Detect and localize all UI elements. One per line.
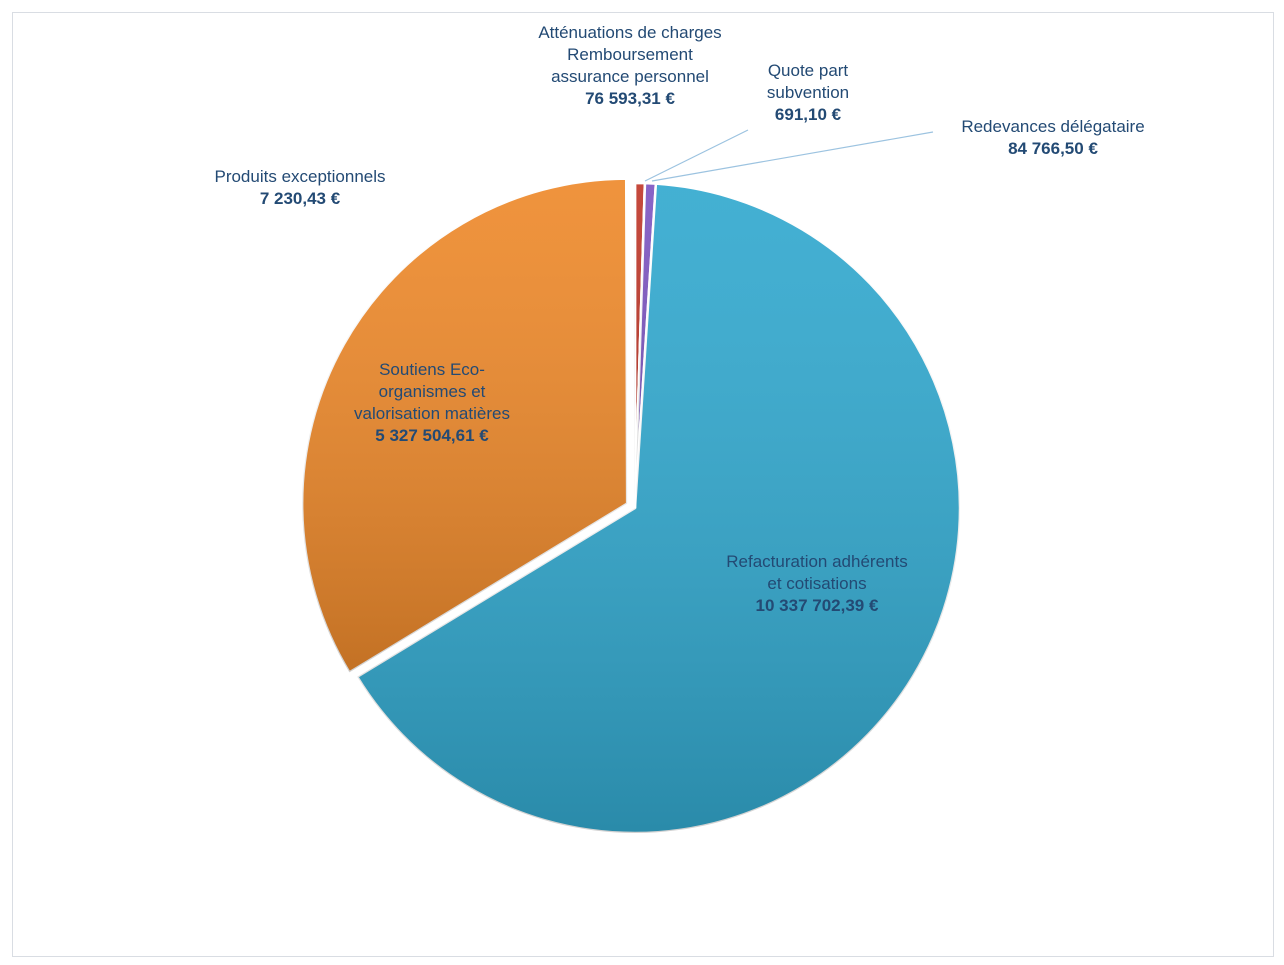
slice-label: Atténuations de charges Remboursement as… xyxy=(535,22,725,110)
slice-label: Soutiens Eco-organismes et valorisation … xyxy=(345,359,520,447)
value-label: 691,10 € xyxy=(774,105,842,124)
category-name: Quote part subvention xyxy=(766,61,850,102)
value-label: 7 230,43 € xyxy=(259,189,341,208)
category-name: Soutiens Eco-organismes et valorisation … xyxy=(354,360,510,423)
value-label: 76 593,31 € xyxy=(585,89,675,108)
leader-line xyxy=(644,129,749,182)
slice-label: Quote part subvention 691,10 € xyxy=(758,60,858,126)
category-name: Redevances délégataire xyxy=(961,117,1145,136)
category-name: Refacturation adhérents et cotisations xyxy=(726,552,908,593)
slice-label: Refacturation adhérents et cotisations 10… xyxy=(717,551,917,617)
value-label: 10 337 702,39 € xyxy=(755,596,879,615)
value-label: 84 766,50 € xyxy=(1008,139,1098,158)
category-name: Atténuations de charges Remboursement as… xyxy=(538,23,722,86)
slice-label: Redevances délégataire 84 766,50 € xyxy=(961,116,1144,160)
leader-line xyxy=(651,131,934,182)
slice-label: Produits exceptionnels 7 230,43 € xyxy=(214,166,385,210)
value-label: 5 327 504,61 € xyxy=(375,426,489,445)
chart-frame xyxy=(12,12,1274,957)
category-name: Produits exceptionnels xyxy=(214,167,386,186)
pie-slice xyxy=(632,181,637,509)
